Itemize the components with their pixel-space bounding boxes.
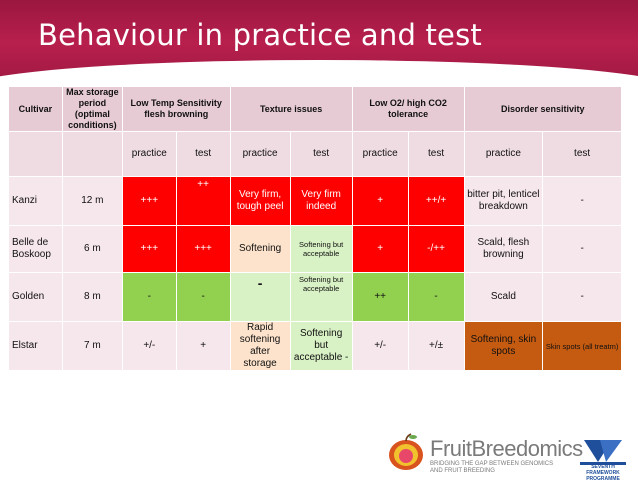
- cell-disorder-test: -: [542, 272, 622, 322]
- cell-texture-test: Softening but acceptable: [289, 272, 353, 322]
- table-row: Golden 8 m - - - Softening but acceptabl…: [8, 272, 622, 322]
- header-max-storage: Max storage period (optimal conditions): [61, 86, 123, 132]
- brand-tagline-line-2: AND FRUIT BREEDING: [430, 468, 495, 474]
- subheader-practice: practice: [121, 131, 177, 177]
- cell-lowtemp-test: +++: [175, 225, 231, 273]
- cell-texture-test: Softening but acceptable -: [289, 321, 353, 371]
- header-cultivar: Cultivar: [8, 86, 63, 132]
- cell-texture-practice: Softening: [229, 225, 291, 273]
- cell-texture-practice: -: [229, 272, 291, 322]
- cell-storage: 8 m: [61, 272, 123, 322]
- table-row: Belle de Boskoop 6 m +++ +++ Softening S…: [8, 225, 622, 273]
- cell-cultivar: Belle de Boskoop: [8, 225, 63, 273]
- cell-lowtemp-practice: +++: [121, 176, 177, 226]
- cell-o2-practice: +: [351, 225, 409, 273]
- cell-o2-test: -: [407, 272, 465, 322]
- cell-disorder-practice: Softening, skin spots: [463, 321, 544, 371]
- subheader-empty: [61, 131, 123, 177]
- cell-cultivar: Kanzi: [8, 176, 63, 226]
- cell-storage: 6 m: [61, 225, 123, 273]
- header-swoosh: [0, 60, 638, 78]
- subheader-practice: practice: [229, 131, 291, 177]
- apple-logo-icon: [389, 433, 423, 470]
- cell-disorder-practice: Scald, flesh browning: [463, 225, 544, 273]
- cell-lowtemp-practice: +++: [121, 225, 177, 273]
- subheader-practice: practice: [463, 131, 544, 177]
- fp7-label: SEVENTH FRAMEWORK PROGRAMME: [586, 464, 620, 482]
- subheader-test: test: [175, 131, 231, 177]
- table-row: Kanzi 12 m +++ ++ Very firm, tough peel …: [8, 176, 622, 226]
- table-row: Elstar 7 m +/- + Rapid softening after s…: [8, 321, 622, 371]
- cell-lowtemp-practice: +/-: [121, 321, 177, 371]
- cell-lowtemp-test: -: [175, 272, 231, 322]
- header-disorder: Disorder sensitivity: [463, 86, 623, 132]
- cell-storage: 12 m: [61, 176, 123, 226]
- cell-cultivar: Golden: [8, 272, 63, 322]
- subheader-test: test: [542, 131, 622, 177]
- cell-texture-practice: Rapid softening after storage: [229, 321, 291, 371]
- cell-lowtemp-test: ++: [175, 176, 231, 226]
- cell-texture-practice: Very firm, tough peel: [229, 176, 291, 226]
- subheader-test: test: [407, 131, 465, 177]
- header-low-temp: Low Temp Sensitivity flesh browning: [121, 86, 231, 132]
- cell-o2-practice: +/-: [351, 321, 409, 371]
- cell-storage: 7 m: [61, 321, 123, 371]
- brand-name: FruitBreedomics: [430, 436, 583, 461]
- header-texture: Texture issues: [229, 86, 353, 132]
- cell-lowtemp-practice: -: [121, 272, 177, 322]
- cell-cultivar: Elstar: [8, 321, 63, 371]
- cell-disorder-practice: Scald: [463, 272, 544, 322]
- cell-o2-test: -/++: [407, 225, 465, 273]
- behaviour-table: Cultivar Max storage period (optimal con…: [8, 86, 623, 371]
- cell-disorder-test: -: [542, 225, 622, 273]
- slide-title: Behaviour in practice and test: [38, 18, 482, 52]
- cell-texture-test: Softening but acceptable: [289, 225, 353, 273]
- cell-disorder-practice: bitter pit, lenticel breakdown: [463, 176, 544, 226]
- header-low-o2: Low O2/ high CO2 tolerance: [351, 86, 465, 132]
- fp7-logo-icon: [580, 440, 626, 465]
- cell-disorder-test: Skin spots (all treatm): [542, 321, 622, 371]
- header-row: Cultivar Max storage period (optimal con…: [8, 86, 623, 132]
- brand-tagline: BRIDGING THE GAP BETWEEN GENOMICS AND FR…: [430, 461, 580, 475]
- subheader-test: test: [289, 131, 353, 177]
- cell-o2-practice: ++: [351, 272, 409, 322]
- cell-lowtemp-test: +: [175, 321, 231, 371]
- cell-o2-test: +/±: [407, 321, 465, 371]
- cell-disorder-test: -: [542, 176, 622, 226]
- cell-o2-test: ++/+: [407, 176, 465, 226]
- subheader-row: practice test practice test practice tes…: [8, 131, 622, 177]
- subheader-practice: practice: [351, 131, 409, 177]
- brand-tagline-line-1: BRIDGING THE GAP BETWEEN GENOMICS: [430, 461, 554, 467]
- cell-o2-practice: +: [351, 176, 409, 226]
- slide-header: Behaviour in practice and test: [0, 0, 638, 78]
- subheader-empty: [8, 131, 63, 177]
- cell-texture-test: Very firm indeed: [289, 176, 353, 226]
